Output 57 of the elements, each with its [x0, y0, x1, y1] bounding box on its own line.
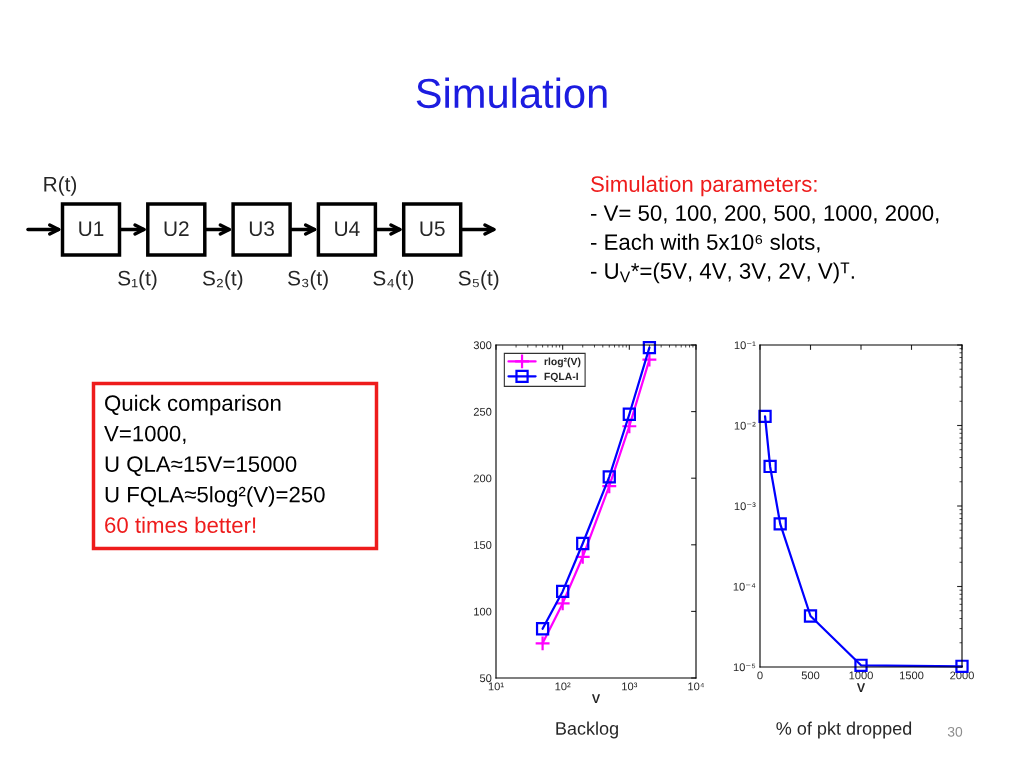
point — [535, 622, 550, 636]
text: - U$_{V}$*=(5V, 4V, 3V, 2V, V)ᵀ. — [590, 262, 854, 284]
category-label: U1 — [79, 221, 104, 237]
x-tick-label: 1500 — [899, 671, 924, 680]
text: 60 times better! — [105, 516, 256, 533]
x-tick-label: 10³ — [622, 682, 638, 691]
y-tick-label: 300 — [473, 341, 492, 350]
x-axis-title: V — [591, 694, 601, 703]
text: Backlog — [556, 721, 618, 739]
y-tick-label: 10⁻² — [734, 421, 756, 430]
x-tick-label: 500 — [801, 671, 820, 680]
category-label: U4 — [335, 221, 360, 237]
category-label: U5 — [420, 221, 445, 237]
text: % of pkt dropped — [776, 721, 912, 739]
text: V=1000, — [104, 425, 186, 445]
x-axis-title: V — [856, 683, 866, 692]
text: 30 — [947, 726, 963, 737]
text: R(t) — [44, 176, 77, 196]
y-tick-label: 10⁻⁴ — [733, 582, 756, 591]
point — [763, 459, 777, 474]
text: U FQLA≈5log²(V)=250 — [105, 486, 325, 507]
x-tick-label: 0 — [757, 671, 763, 680]
y-tick-label: 250 — [473, 407, 492, 416]
y-tick-label: 10⁻¹ — [734, 341, 756, 350]
x-tick-label: 10¹ — [488, 682, 504, 691]
legend-label: rlog²(V) — [544, 357, 581, 368]
x-tick-label: 10² — [555, 682, 571, 691]
text: Quick comparison — [105, 394, 281, 416]
text: Simulation parameters: — [591, 175, 817, 197]
text: Simulation — [416, 77, 607, 109]
category-label: U2 — [164, 221, 189, 237]
y-tick-label: 10⁻⁵ — [733, 663, 756, 672]
point — [622, 407, 636, 421]
text: - V= 50, 100, 200, 500, 1000, 2000, — [590, 205, 939, 224]
y-tick-label: 150 — [474, 541, 492, 549]
y-tick-label: 200 — [473, 474, 492, 483]
y-tick-label: 100 — [474, 607, 492, 616]
point — [773, 517, 787, 531]
x-tick-label: 1000 — [849, 671, 873, 680]
y-tick-label: 50 — [479, 674, 492, 683]
text: - Each with 5x10⁶ slots, — [590, 233, 820, 253]
point — [534, 635, 551, 652]
point — [854, 658, 868, 672]
point — [556, 584, 570, 599]
text: S₃(t) — [288, 270, 328, 290]
point — [803, 609, 818, 623]
category-label: U3 — [249, 221, 274, 237]
x-tick-label: 10⁴ — [688, 682, 705, 691]
text: S₂(t) — [202, 270, 243, 290]
y-tick-label: 10⁻³ — [734, 502, 756, 511]
legend-label: FQLA-I — [544, 372, 578, 383]
text: S₅(t) — [458, 270, 499, 290]
text: S₄(t) — [373, 270, 414, 290]
text: U QLA≈15V=15000 — [105, 456, 297, 476]
text: S₁(t) — [118, 270, 157, 290]
point — [758, 409, 772, 423]
point — [642, 341, 657, 355]
